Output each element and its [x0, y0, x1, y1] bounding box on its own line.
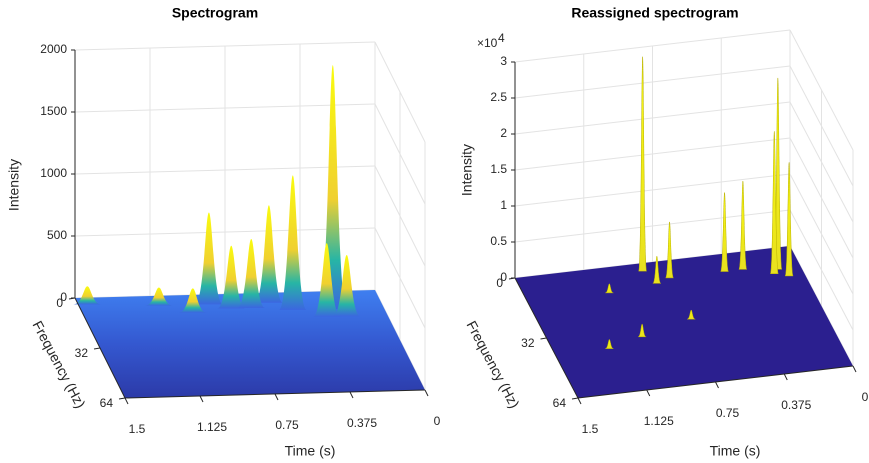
z-tick-label: 1000 — [40, 166, 67, 180]
surface-peak — [605, 339, 614, 349]
surface-peak — [194, 212, 223, 305]
surface-peak — [637, 323, 647, 338]
z-tick-label: 2.5 — [490, 90, 507, 104]
surface-peak — [605, 283, 614, 294]
x-tick-label: 0 — [862, 390, 869, 404]
z-tick-label: 0 — [500, 270, 507, 284]
x-axis-label: Time (s) — [285, 443, 336, 459]
x-tick — [349, 391, 354, 399]
x-tick-label: 0 — [434, 414, 441, 428]
surface-peak — [144, 287, 173, 306]
x-tick-label: 0.375 — [347, 416, 377, 430]
y-tick — [118, 397, 126, 400]
surface-peak — [254, 205, 283, 303]
x-tick — [424, 389, 429, 397]
z-multiplier: ×10 — [477, 36, 498, 50]
y-tick-label: 0 — [56, 296, 63, 310]
surface-peak — [720, 192, 729, 272]
x-tick — [199, 395, 204, 403]
x-tick-label: 0.375 — [781, 398, 811, 412]
z-tick-label: 3 — [500, 54, 507, 68]
surface-peak — [237, 239, 266, 308]
z-axis-label: Intensity — [459, 144, 475, 196]
surface-peak — [784, 162, 794, 277]
x-tick-label: 1.125 — [197, 420, 227, 434]
surface-peak — [332, 254, 361, 317]
z-tick-label: 0.5 — [490, 234, 507, 248]
x-tick-label: 1.125 — [644, 414, 674, 428]
x-tick — [124, 397, 129, 405]
z-tick-label: 1.5 — [490, 162, 507, 176]
surface-peak — [687, 309, 696, 320]
surface-floor — [515, 246, 853, 398]
surface-peak — [638, 56, 647, 272]
surface-peak — [770, 131, 779, 274]
y-tick — [540, 337, 547, 340]
y-tick-label: 32 — [75, 346, 89, 360]
y-tick-label: 32 — [521, 336, 535, 350]
x-tick-label: 0.75 — [275, 418, 299, 432]
z-tick-label: 500 — [47, 228, 67, 242]
y-tick — [508, 277, 516, 280]
surface-peak — [278, 175, 307, 311]
y-tick — [571, 397, 579, 400]
x-tick — [715, 381, 719, 389]
z-tick-label: 2000 — [40, 42, 67, 56]
y-axis-label: Frequency (Hz) — [29, 318, 88, 411]
x-axis-label: Time (s) — [710, 443, 761, 459]
x-tick — [646, 389, 651, 397]
y-tick — [68, 297, 76, 300]
chart-title: Reassigned spectrogram — [571, 5, 738, 21]
z-exponent: 4 — [498, 31, 505, 45]
x-tick-label: 0.75 — [716, 406, 740, 420]
y-tick-label: 64 — [553, 396, 567, 410]
z-tick-label: 2 — [500, 126, 507, 140]
y-tick-label: 64 — [100, 396, 114, 410]
surface-peak — [178, 288, 207, 313]
x-tick — [783, 373, 788, 381]
y-tick — [93, 347, 101, 350]
chart-title: Spectrogram — [172, 5, 258, 21]
surface-peak — [652, 255, 662, 284]
x-tick — [274, 393, 279, 401]
z-tick-label: 1 — [500, 198, 507, 212]
x-tick — [577, 397, 582, 405]
z-axis-label: Intensity — [6, 159, 22, 211]
x-tick — [852, 365, 857, 373]
surface-peak — [217, 245, 246, 309]
y-axis-label: Frequency (Hz) — [463, 318, 522, 411]
x-tick-label: 1.5 — [129, 422, 146, 436]
surface-peak — [738, 180, 748, 270]
x-tick-label: 1.5 — [582, 422, 599, 436]
surface-peak — [312, 243, 341, 318]
surface-peak — [665, 221, 674, 279]
z-tick-label: 1500 — [40, 104, 67, 118]
z-tick-label: 0 — [60, 290, 67, 304]
surface-peak — [73, 286, 102, 305]
y-tick-label: 0 — [496, 276, 503, 290]
